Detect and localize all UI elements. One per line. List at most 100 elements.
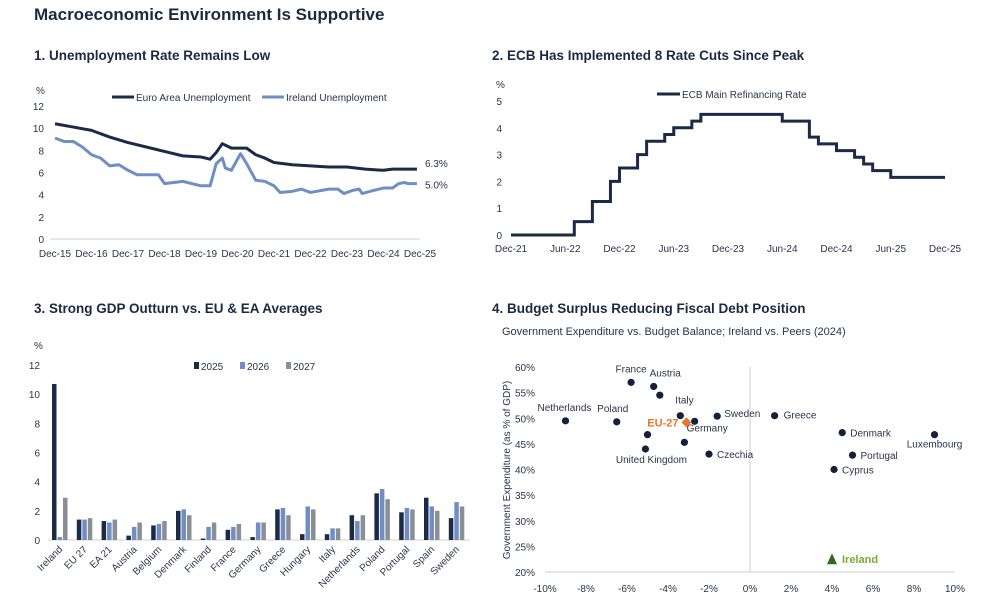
bar-2027 <box>311 509 316 540</box>
category-label: Ireland <box>36 544 65 573</box>
point-label: Ireland <box>842 554 878 566</box>
bar-2025 <box>151 525 156 540</box>
y-tick-label: 10 <box>33 124 45 135</box>
y-tick-label: 1 <box>496 204 502 215</box>
x-tick-label: Dec-15 <box>39 249 72 260</box>
y-tick-label: 25% <box>515 542 535 553</box>
x-tick-label: Dec-18 <box>148 249 181 260</box>
legend-swatch <box>286 362 291 369</box>
y-tick-label: 50% <box>515 414 535 425</box>
y-tick-label: 0 <box>496 231 502 242</box>
bar-2027 <box>236 523 242 540</box>
point-label: Luxembourg <box>907 440 963 451</box>
scatter-point <box>830 465 838 474</box>
x-tick-label: Dec-21 <box>495 244 528 255</box>
bar-2027 <box>187 515 192 540</box>
x-tick-label: Dec-23 <box>331 249 364 260</box>
point-label: United Kingdom <box>616 455 687 466</box>
chart4-title: 4. Budget Surplus Reducing Fiscal Debt P… <box>492 301 806 316</box>
scatter-point <box>643 431 652 439</box>
bar-2026 <box>255 522 261 540</box>
x-tick-label: 0% <box>743 584 758 595</box>
chart4-subtitle: Government Expenditure vs. Budget Balanc… <box>502 326 846 338</box>
ireland-triangle-marker <box>827 553 837 565</box>
bar-2027 <box>360 515 366 540</box>
scatter-point <box>771 412 779 420</box>
x-tick-label: Jun-25 <box>875 244 906 255</box>
ecb-rate-chart: % 0 1 2 3 4 5 Dec-21 Jun-22 Dec-22 Jun-23 Dec-23 Jun… <box>495 80 962 255</box>
bar-2025 <box>349 515 355 540</box>
bar-2025 <box>76 519 82 540</box>
scatter-point <box>848 451 857 459</box>
scatter-point <box>680 438 689 446</box>
y-tick-label: 60% <box>515 363 535 374</box>
bar-2025 <box>52 383 57 540</box>
scatter-point <box>691 417 699 425</box>
bar-2026 <box>181 509 186 540</box>
y-tick-label: 2 <box>34 507 40 518</box>
x-tick-label: 4% <box>825 584 840 595</box>
x-tick-label: -6% <box>618 584 636 595</box>
bar-2026 <box>82 519 87 540</box>
bar-2026 <box>206 526 211 540</box>
bar-2026 <box>454 502 459 540</box>
bar-2026 <box>57 537 62 540</box>
y-tick-label: 8 <box>38 146 44 157</box>
x-tick-label: Jun-22 <box>550 244 581 255</box>
point-label: Portugal <box>861 451 898 462</box>
chart1-title: 1. Unemployment Rate Remains Low <box>34 48 271 63</box>
category-label: Italy <box>317 544 338 565</box>
point-label: Austria <box>650 368 682 379</box>
bar-2027 <box>137 522 142 540</box>
scatter-point <box>650 382 658 391</box>
scatter-point <box>838 429 846 437</box>
bar-2027 <box>435 510 440 540</box>
bar-2027 <box>87 518 93 540</box>
bar-2027 <box>112 519 118 540</box>
legend-label: ECB Main Refinancing Rate <box>682 90 807 101</box>
bar-2025 <box>448 518 454 540</box>
legend-swatch <box>240 362 245 369</box>
y-tick-label: 3 <box>496 151 502 162</box>
bar-2025 <box>399 512 404 540</box>
series-line-1 <box>54 136 417 196</box>
y-tick-label: 20% <box>515 568 535 579</box>
point-label: EU-27 <box>647 417 678 429</box>
y-tick-label: 12 <box>33 102 45 113</box>
y-tick-label: 4 <box>496 124 502 135</box>
y-tick-label: 40% <box>515 466 535 477</box>
point-label: Netherlands <box>538 403 592 414</box>
scatter-point <box>561 417 570 425</box>
bar-2026 <box>107 522 112 540</box>
y-tick-label: 55% <box>515 389 535 400</box>
bar-2026 <box>280 507 286 540</box>
bar-2025 <box>424 497 429 540</box>
bar-2027 <box>211 522 217 540</box>
category-label: Finland <box>183 544 214 575</box>
bar-2025 <box>126 535 131 540</box>
category-label: EU 27 <box>62 544 90 572</box>
x-tick-label: Dec-23 <box>712 244 745 255</box>
x-tick-label: Dec-22 <box>603 244 636 255</box>
bar-2026 <box>379 488 385 540</box>
scatter-point <box>713 412 721 420</box>
page-title: Macroeconomic Environment Is Supportive <box>34 5 384 24</box>
y-tick-label: 45% <box>515 440 535 451</box>
bar-2027 <box>261 522 266 540</box>
x-tick-label: -4% <box>659 584 677 595</box>
legend-label: Euro Area Unemployment <box>136 93 251 104</box>
x-tick-label: 6% <box>866 584 881 595</box>
y-tick-label: 8 <box>34 419 40 430</box>
y-tick-label: 10 <box>29 390 41 401</box>
point-label: Italy <box>675 396 693 407</box>
x-tick-label: Dec-21 <box>258 249 291 260</box>
x-tick-label: Dec-20 <box>221 249 254 260</box>
x-tick-label: Dec-16 <box>75 249 108 260</box>
y-tick-label: 0 <box>38 235 44 246</box>
bar-2025 <box>200 538 206 540</box>
bar-2026 <box>231 526 236 540</box>
scatter-point <box>930 431 939 439</box>
point-label: Poland <box>597 404 628 415</box>
